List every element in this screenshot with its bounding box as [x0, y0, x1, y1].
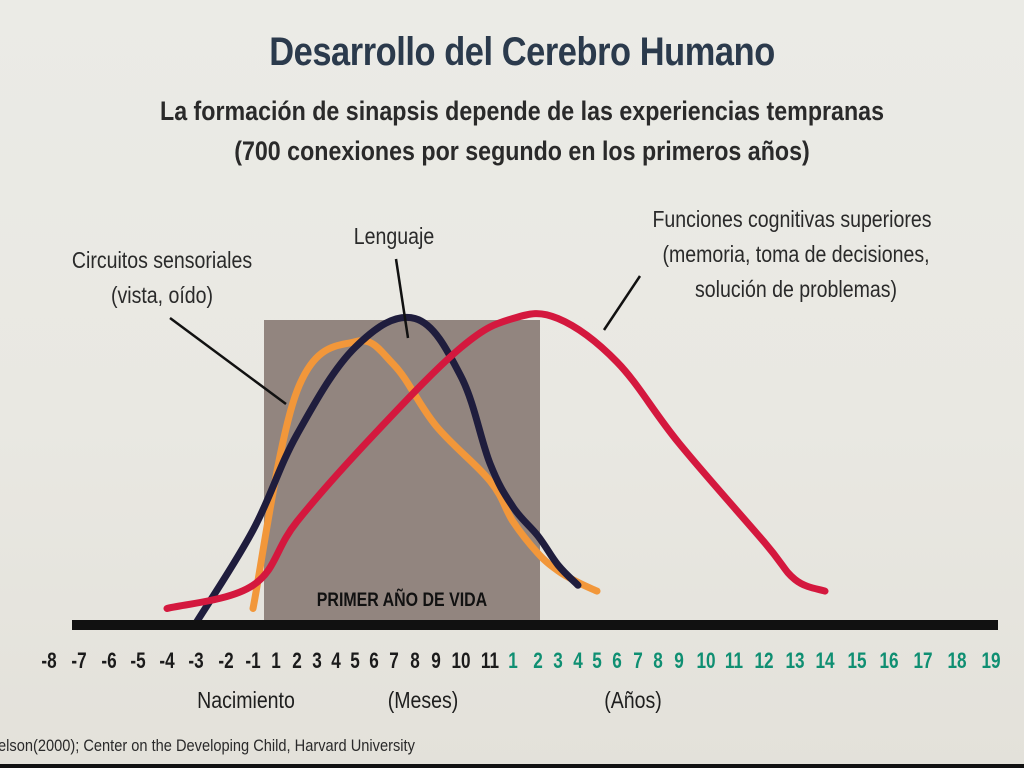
series-label-cognitive-line-2: (memoria, toma de decisiones, [662, 242, 929, 268]
leader-line-language [394, 258, 410, 339]
x-tick-months--6: -6 [101, 649, 116, 674]
x-tick-months--7: -7 [71, 649, 86, 674]
series-label-cognitive-line-3: solución de problemas) [695, 277, 897, 303]
x-tick-months--3: -3 [188, 649, 203, 674]
x-tick-months-4: 4 [331, 649, 341, 674]
x-tick-labels: -8 -7 -6 -5 -4 -3 -2 -1 1 2 3 4 5 6 7 8 9 10 11 1 2 3 4 5 6 7 8 9 10… [41, 649, 1000, 674]
x-label-birth: Nacimiento [197, 688, 295, 714]
x-tick-months-3: 3 [312, 649, 322, 674]
x-tick-years-17: 17 [913, 649, 932, 674]
x-tick-months--5: -5 [130, 649, 145, 674]
x-tick-years-4: 4 [573, 649, 583, 674]
x-tick-years-14: 14 [815, 649, 834, 674]
series-line-language [192, 313, 582, 627]
x-tick-months-2: 2 [292, 649, 302, 674]
x-tick-years-18: 18 [947, 649, 966, 674]
x-tick-months-5: 5 [350, 649, 360, 674]
x-tick-years-1: 1 [508, 649, 518, 674]
x-tick-years-12: 12 [754, 649, 773, 674]
first-year-band [264, 320, 540, 623]
chart-subtitle-line-1: La formación de sinapsis depende de las … [160, 96, 884, 126]
x-label-months: (Meses) [388, 688, 459, 714]
x-tick-years-19: 19 [981, 649, 1000, 674]
x-tick-months-6: 6 [369, 649, 379, 674]
x-tick-years-8: 8 [653, 649, 663, 674]
chart-subtitle-line-2: (700 conexiones por segundo en los prime… [234, 136, 810, 166]
x-label-years: (Años) [604, 688, 662, 714]
x-tick-months-8: 8 [410, 649, 420, 674]
x-tick-months--4: -4 [159, 649, 174, 674]
x-tick-months--1: -1 [245, 649, 260, 674]
x-tick-years-5: 5 [592, 649, 602, 674]
x-tick-months-10: 10 [451, 649, 470, 674]
x-tick-years-9: 9 [674, 649, 684, 674]
x-tick-years-3: 3 [553, 649, 563, 674]
x-tick-years-11: 11 [725, 649, 743, 674]
x-tick-years-7: 7 [633, 649, 643, 674]
x-tick-months-7: 7 [389, 649, 399, 674]
x-tick-months--2: -2 [218, 649, 233, 674]
series-label-language: Lenguaje [354, 224, 434, 250]
x-tick-years-2: 2 [533, 649, 543, 674]
series-label-sensory-line-1: Circuitos sensoriales [72, 248, 252, 274]
x-tick-years-6: 6 [612, 649, 622, 674]
chart-title: Desarrollo del Cerebro Humano [269, 30, 775, 74]
x-axis-line [72, 620, 998, 630]
x-tick-years-13: 13 [785, 649, 804, 674]
x-tick-months-1: 1 [271, 649, 281, 674]
x-tick-years-15: 15 [847, 649, 866, 674]
x-tick-months--8: -8 [41, 649, 56, 674]
series-line-higher-cognitive-functions [163, 310, 829, 612]
leader-line-sensory [169, 316, 287, 406]
first-year-band-label: PRIMER AÑO DE VIDA [317, 588, 488, 611]
source-citation: elson(2000); Center on the Developing Ch… [0, 736, 415, 755]
x-tick-years-16: 16 [879, 649, 898, 674]
x-tick-months-11: 11 [481, 649, 499, 674]
leader-line-cognitive [602, 275, 642, 331]
x-tick-months-9: 9 [431, 649, 441, 674]
photo-bottom-edge [0, 764, 1024, 768]
x-tick-years-10: 10 [696, 649, 715, 674]
series-label-cognitive-line-1: Funciones cognitivas superiores [652, 207, 931, 233]
series-label-sensory-line-2: (vista, oído) [111, 283, 213, 309]
